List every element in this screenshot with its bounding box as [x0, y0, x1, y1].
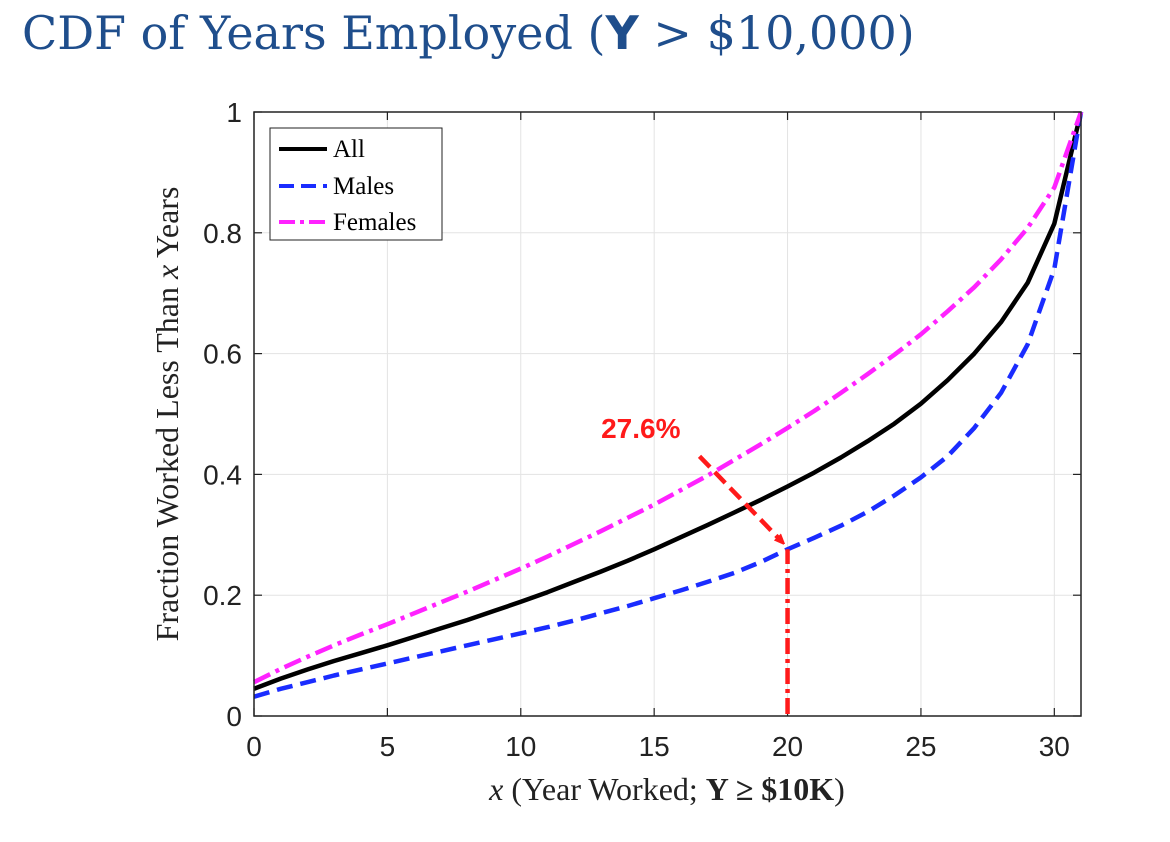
x-tick-label: 25	[905, 731, 936, 762]
x-tick-label: 15	[639, 731, 670, 762]
x-tick-label: 0	[246, 731, 262, 762]
x-tick-label: 5	[380, 731, 396, 762]
axis-ticks: 0 5 10 15 20 25 30 0 0.2 0.4 0.6 0.8 1	[203, 97, 1081, 762]
legend-label-females: Females	[333, 209, 416, 236]
series-line-males	[253, 111, 1084, 699]
legend-label-all: All	[333, 136, 365, 163]
x-tick-label: 20	[772, 731, 803, 762]
y-axis-label-pre: Fraction Worked Less Than	[149, 279, 185, 641]
x-axis-label-bold: Y ≥ $10K	[706, 771, 834, 807]
annotation-label: 27.6%	[601, 413, 680, 444]
x-axis-label-open: (Year Worked;	[503, 771, 705, 807]
legend: All Males Females	[269, 127, 443, 241]
y-axis-label-post: Years	[149, 187, 185, 265]
title-prefix: CDF of Years Employed (	[22, 6, 606, 60]
slide-title: CDF of Years Employed (Y > $10,000)	[22, 6, 915, 60]
y-tick-label: 0.4	[203, 459, 242, 490]
x-axis-label: x (Year Worked; Y ≥ $10K)	[488, 771, 845, 807]
annotation: 27.6%	[601, 413, 790, 714]
x-axis-label-var: x	[488, 771, 503, 807]
series-line-all	[253, 111, 1084, 691]
legend-label-males: Males	[333, 173, 394, 200]
y-tick-label: 0.2	[203, 580, 242, 611]
y-tick-label: 0.8	[203, 218, 242, 249]
annotation-arrow	[697, 454, 782, 541]
plot-frame	[253, 111, 1082, 717]
legend-box	[269, 127, 443, 241]
y-axis-label: Fraction Worked Less Than x Years	[149, 187, 185, 642]
x-tick-label: 30	[1039, 731, 1070, 762]
x-axis-label-close: )	[834, 771, 845, 807]
series-line-females	[252, 111, 1084, 685]
series-lines	[252, 111, 1084, 699]
y-axis-label-var: x	[149, 265, 185, 280]
y-tick-label: 0.6	[203, 339, 242, 370]
title-suffix: > $10,000)	[638, 6, 915, 60]
y-tick-label: 0	[226, 701, 242, 732]
title-variable: Y	[605, 6, 639, 60]
y-tick-label: 1	[226, 97, 242, 128]
x-tick-label: 10	[505, 731, 536, 762]
